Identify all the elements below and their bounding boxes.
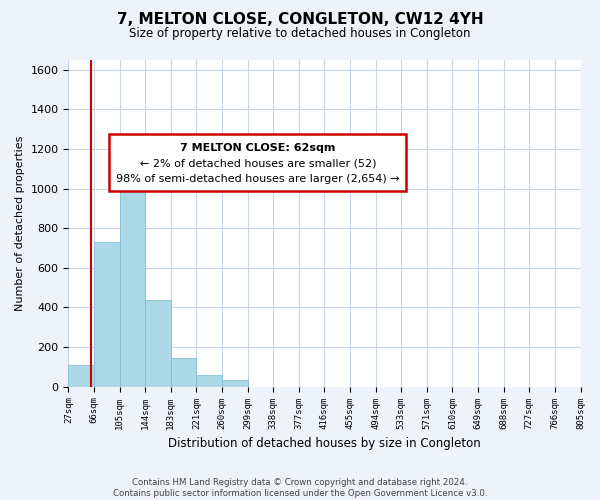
Y-axis label: Number of detached properties: Number of detached properties: [15, 136, 25, 311]
Bar: [222, 380, 248, 386]
Text: 7 MELTON CLOSE: 62sqm: 7 MELTON CLOSE: 62sqm: [180, 144, 335, 154]
Text: ← 2% of detached houses are smaller (52): ← 2% of detached houses are smaller (52): [140, 158, 376, 168]
X-axis label: Distribution of detached houses by size in Congleton: Distribution of detached houses by size …: [168, 437, 481, 450]
Bar: [119, 149, 145, 386]
Bar: [196, 375, 222, 386]
Bar: [68, 365, 94, 386]
Text: Contains HM Land Registry data © Crown copyright and database right 2024.
Contai: Contains HM Land Registry data © Crown c…: [113, 478, 487, 498]
Text: 7, MELTON CLOSE, CONGLETON, CW12 4YH: 7, MELTON CLOSE, CONGLETON, CW12 4YH: [116, 12, 484, 28]
Bar: [94, 242, 119, 386]
FancyBboxPatch shape: [109, 134, 406, 190]
Bar: [145, 300, 171, 386]
Bar: [171, 358, 196, 386]
Text: 98% of semi-detached houses are larger (2,654) →: 98% of semi-detached houses are larger (…: [116, 174, 400, 184]
Text: Size of property relative to detached houses in Congleton: Size of property relative to detached ho…: [129, 28, 471, 40]
